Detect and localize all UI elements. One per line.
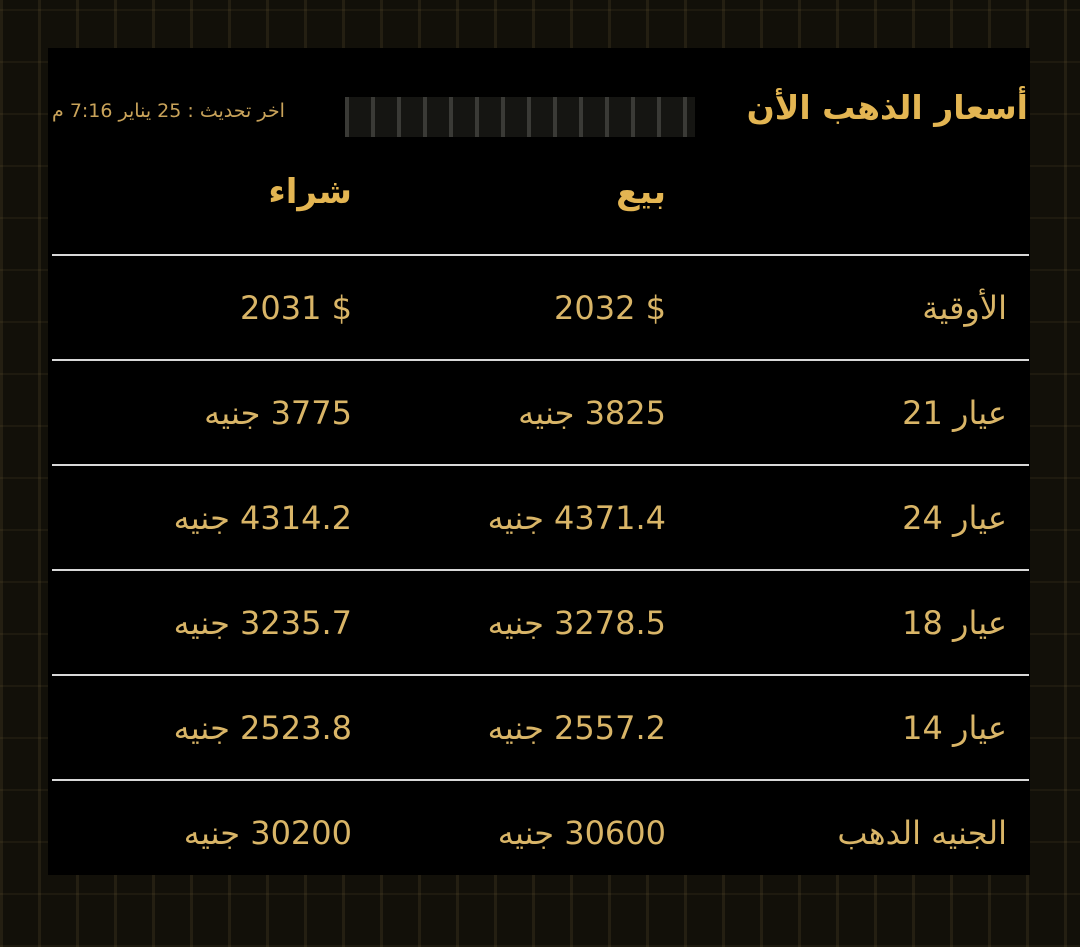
buy-price: 3775 جنيه — [204, 393, 352, 432]
row-label: الأوقية — [922, 288, 1007, 327]
sell-price: 3278.5 جنيه — [487, 603, 666, 642]
decorative-strip — [345, 97, 695, 137]
gold-prices-card — [48, 48, 1030, 875]
row-label: عيار 18 — [902, 603, 1007, 642]
table-row: عيار 14 2557.2 جنيه 2523.8 جنيه — [52, 676, 1029, 781]
column-sell: بيع — [616, 171, 666, 212]
buy-price: $ 2031 — [240, 288, 352, 327]
page-title: أسعار الذهب الأن — [746, 88, 1028, 127]
column-buy: شراء — [268, 171, 352, 212]
last-updated: اخر تحديث : 25 يناير 7:16 م — [52, 100, 285, 122]
buy-price: 30200 جنيه — [183, 813, 352, 852]
prices-table: بيع شراء الأوقية $ 2032 $ 2031 عيار 21 3825 … — [52, 137, 1029, 884]
sell-price: 3825 جنيه — [518, 393, 666, 432]
table-row: عيار 21 3825 جنيه 3775 جنيه — [52, 361, 1029, 466]
sell-price: 30600 جنيه — [497, 813, 666, 852]
buy-price: 2523.8 جنيه — [173, 708, 352, 747]
row-label: الجنيه الدهب — [837, 813, 1007, 852]
table-header: بيع شراء — [52, 137, 1029, 256]
buy-price: 3235.7 جنيه — [173, 603, 352, 642]
row-label: عيار 14 — [902, 708, 1007, 747]
sell-price: 4371.4 جنيه — [487, 498, 666, 537]
row-label: عيار 24 — [902, 498, 1007, 537]
table-row: الجنيه الدهب 30600 جنيه 30200 جنيه — [52, 781, 1029, 884]
table-row: عيار 18 3278.5 جنيه 3235.7 جنيه — [52, 571, 1029, 676]
buy-price: 4314.2 جنيه — [173, 498, 352, 537]
table-row: الأوقية $ 2032 $ 2031 — [52, 256, 1029, 361]
sell-price: $ 2032 — [554, 288, 666, 327]
sell-price: 2557.2 جنيه — [487, 708, 666, 747]
row-label: عيار 21 — [902, 393, 1007, 432]
table-row: عيار 24 4371.4 جنيه 4314.2 جنيه — [52, 466, 1029, 571]
